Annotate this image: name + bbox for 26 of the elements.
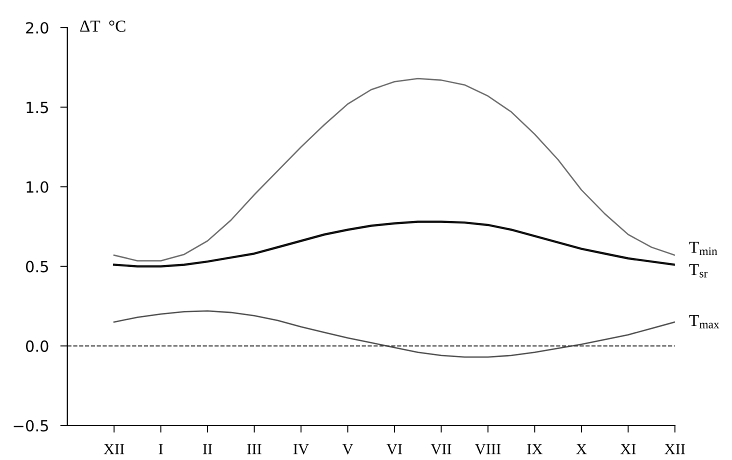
x-tick-label: I [158, 444, 163, 454]
y-axis-title: ΔT °C [80, 20, 126, 32]
line-series [112, 220, 675, 268]
y-tick-label: 0.5 [26, 260, 48, 272]
y-tick-label: 1.0 [26, 181, 48, 193]
x-tick-label: IV [294, 444, 309, 454]
x-tick-label: VII [430, 444, 452, 454]
x-tick-label: VI [386, 444, 402, 454]
x-tick-label: V [342, 444, 354, 454]
y-tick-label: −0.5 [14, 420, 48, 432]
y-tick-label: 1.5 [26, 102, 48, 114]
x-tick-label: XII [664, 444, 685, 454]
x-tick-label: XII [104, 444, 124, 454]
series-label: T$_{sr}$ [689, 264, 708, 278]
x-tick-label: IX [527, 444, 542, 454]
x-tick-label: X [576, 444, 587, 454]
series-label: T$_{max}$ [689, 315, 720, 328]
line-series [113, 78, 675, 262]
y-tick-label: 2.0 [26, 22, 48, 34]
x-tick-label: VIII [474, 444, 501, 454]
series-label: T$_{min}$ [689, 242, 718, 256]
line-series [113, 310, 675, 358]
x-tick-label: XI [620, 444, 636, 454]
y-tick-label: 0.0 [26, 340, 48, 352]
x-tick-label: II [203, 444, 212, 454]
x-tick-label: III [247, 444, 262, 454]
